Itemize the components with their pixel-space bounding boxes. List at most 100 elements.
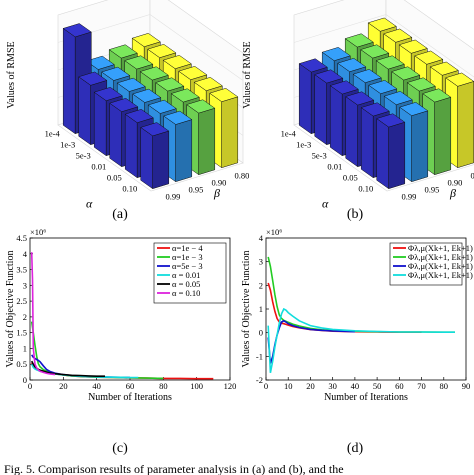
series-line: [30, 252, 56, 376]
bar-top-face: [429, 61, 459, 76]
beta-axis-label: β: [213, 186, 220, 200]
bar-top-face: [360, 44, 390, 59]
legend-box: [389, 242, 463, 286]
bar-top-face: [375, 55, 405, 70]
alpha-tick-label: 1e-3: [60, 140, 75, 150]
bar-top-face: [131, 33, 161, 47]
bar-front-face: [298, 63, 312, 135]
bar-top-face: [132, 88, 162, 103]
legend-entry: Φλ,μ(Xk+1, Ek+1) (50%, 30): [408, 243, 474, 253]
x-tick-label: 70: [417, 381, 426, 391]
y-tick-label: -1: [256, 351, 263, 361]
legend-entry: Φλ,μ(Xk+1, Ek+1) (80%, 30): [408, 270, 474, 280]
bar-top-face: [170, 88, 200, 103]
panel-label-d: (d): [347, 441, 364, 456]
bar-front-face: [93, 91, 107, 157]
bar-side-face: [152, 130, 170, 190]
y-tick-label: 1.5: [16, 328, 27, 338]
bar-top-face: [93, 87, 123, 101]
x-tick-label: 20: [306, 381, 315, 391]
beta-tick-label: 0.95: [425, 185, 440, 195]
bar-top-face: [163, 110, 193, 125]
grid-line: [293, 14, 474, 78]
bar-top-face: [314, 69, 344, 84]
legend-entry: α=1e − 3: [172, 252, 203, 262]
y-tick-label: 4: [23, 249, 28, 259]
y-tick-label: 2: [23, 312, 27, 322]
y-axis-label: Values of Objective Function: [5, 251, 16, 368]
bar-top-face: [139, 66, 169, 81]
y-tick-label: 0: [259, 328, 263, 338]
beta-tick-label: 0.99: [402, 192, 417, 202]
bar-top-face: [352, 69, 382, 83]
alpha-tick-label: 5e-3: [312, 151, 327, 161]
x-tick-label: 40: [92, 381, 101, 391]
bar-top-face: [85, 55, 115, 70]
alpha-tick-label: 0.10: [122, 184, 137, 194]
y-tick-label: 2: [259, 280, 263, 290]
rmse-axis-label: Values of RMSE: [6, 41, 17, 108]
beta-axis-label: β: [449, 186, 456, 200]
bar-top-face: [124, 55, 154, 70]
bar-top-face: [383, 91, 413, 105]
bar-top-face: [321, 47, 351, 61]
x-tick-label: 50: [373, 381, 382, 391]
bar-top-face: [367, 17, 397, 32]
bar-top-face: [101, 66, 131, 81]
bar-top-face: [337, 58, 367, 72]
bar-front-face: [314, 74, 327, 146]
panel-label-c: (c): [112, 441, 128, 456]
y-tick-label: 0.5: [16, 359, 27, 369]
alpha-tick-label: 1e-3: [296, 140, 311, 150]
bar-top-face: [360, 102, 390, 117]
y-tick-label: 0: [23, 375, 27, 385]
y-tick-label: 3.5: [16, 265, 27, 275]
bar-top-face: [368, 80, 398, 94]
x-tick-label: 100: [190, 381, 203, 391]
bar-top-face: [414, 50, 444, 65]
rmse-axis-label: Values of RMSE: [242, 41, 253, 108]
panel-c-line-chart: 0 20 40 60 80 100 120 0 0.5 1 1.5 2 2.5 3 3.5 4 4.5×10⁶ N…: [5, 227, 236, 403]
bar-top-face: [124, 109, 154, 123]
bar-top-face: [108, 44, 138, 59]
bar-top-face: [162, 55, 192, 69]
alpha-tick-label: 1e-4: [45, 129, 61, 139]
bar-top-face: [109, 98, 139, 112]
y-tick-label: 2.5: [16, 296, 27, 306]
panel-d-line-chart: 0 10 20 30 40 50 60 70 80 90 -2 -1 0 1 2 3 4×10⁶ Number o…: [241, 227, 474, 403]
y-axis-label: Values of Objective Function: [241, 251, 252, 368]
x-tick-label: 20: [59, 381, 68, 391]
bar-top-face: [329, 80, 359, 95]
legend-entry: α=1e − 4: [172, 243, 203, 253]
figure-caption: Fig. 5. Comparison results of parameter …: [4, 462, 344, 475]
alpha-tick-label: 1e-4: [281, 129, 297, 139]
x-tick-label: 60: [126, 381, 135, 391]
alpha-tick-label: 5e-3: [76, 151, 91, 161]
legend-entry: α = 0.10: [172, 288, 200, 298]
legend-entry: α=5e − 3: [172, 261, 203, 271]
bar-top-face: [298, 58, 328, 73]
x-tick-label: 0: [28, 381, 32, 391]
bar-top-face: [147, 44, 177, 58]
bar-top-face: [422, 88, 452, 103]
bar-top-face: [406, 77, 436, 92]
bar-top-face: [186, 99, 216, 114]
bar-side-face: [221, 96, 239, 169]
panel-a-3d-bar-chart: 1e-41e-35e-30.010.050.10 0.99 0.95 0.90 0.80…: [6, 0, 249, 210]
x-tick-label: 10: [284, 381, 293, 391]
alpha-axis-label: α: [322, 196, 329, 210]
bar-side-face: [175, 119, 193, 183]
bar-front-face: [109, 102, 122, 168]
bar-side-face: [411, 110, 429, 183]
bar-top-face: [78, 71, 108, 86]
x-tick-label: 90: [462, 381, 471, 391]
x-tick-label: 40: [351, 381, 360, 391]
bar-front-face: [360, 107, 374, 179]
alpha-tick-label: 0.05: [107, 173, 122, 183]
bar-front-face: [78, 76, 91, 146]
exponent-label: ×10⁶: [30, 227, 46, 237]
bar-top-face: [383, 28, 413, 43]
bar-top-face: [398, 39, 428, 54]
exponent-label: ×10⁶: [266, 227, 282, 237]
